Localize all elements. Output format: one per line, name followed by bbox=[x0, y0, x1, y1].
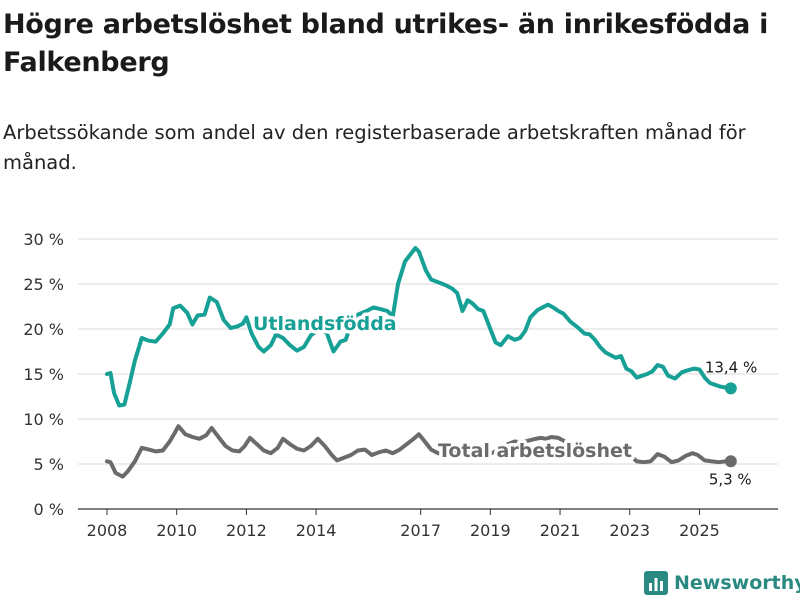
y-axis: 0 % 5 % 10 % 15 % 20 % 25 % 30 % bbox=[23, 230, 64, 519]
gridlines bbox=[78, 238, 778, 510]
end-value-label: 13,4 % bbox=[705, 358, 757, 376]
series-line-utlandsfödda bbox=[105, 246, 733, 408]
end-value-label: 5,3 % bbox=[709, 470, 752, 488]
series-lines bbox=[105, 246, 737, 479]
bar-chart-logo-icon bbox=[644, 571, 668, 595]
series-line-total-arbetslöshet bbox=[105, 424, 733, 479]
chart-title: Högre arbetslöshet bland utrikes- än inr… bbox=[3, 9, 769, 78]
series-name-label: Utlandsfödda bbox=[253, 313, 397, 335]
newsworthy-logo[interactable]: Newsworthy bbox=[644, 568, 800, 598]
x-tick-label: 2017 bbox=[400, 521, 441, 540]
x-tick-label: 2014 bbox=[296, 521, 337, 540]
y-tick-label: 15 % bbox=[23, 365, 64, 384]
x-tick-label: 2012 bbox=[226, 521, 267, 540]
endpoint-marker bbox=[724, 382, 737, 395]
y-tick-label: 10 % bbox=[23, 410, 64, 429]
series-labels: Utlandsfödda Total arbetslöshet 13,4 % 5,3 … bbox=[250, 310, 758, 489]
y-tick-label: 20 % bbox=[23, 320, 64, 339]
y-tick-label: 30 % bbox=[23, 230, 64, 249]
x-tick-label: 2025 bbox=[679, 521, 720, 540]
y-tick-label: 0 % bbox=[34, 500, 64, 519]
x-tick-label: 2019 bbox=[470, 521, 511, 540]
x-tick-label: 2010 bbox=[156, 521, 197, 540]
x-tick-label: 2023 bbox=[609, 521, 650, 540]
series-name-label: Total arbetslöshet bbox=[438, 440, 632, 462]
y-tick-label: 25 % bbox=[23, 275, 64, 294]
x-axis: 2008 2010 2012 2014 2017 2019 2021 2023 2025 bbox=[87, 509, 720, 540]
y-tick-label: 5 % bbox=[34, 455, 64, 474]
x-tick-label: 2008 bbox=[87, 521, 128, 540]
x-tick-label: 2021 bbox=[540, 521, 581, 540]
brand-name: Newsworthy bbox=[674, 572, 800, 594]
endpoint-marker bbox=[724, 455, 737, 468]
chart-subtitle: Arbetssökande som andel av den registerb… bbox=[3, 121, 746, 174]
